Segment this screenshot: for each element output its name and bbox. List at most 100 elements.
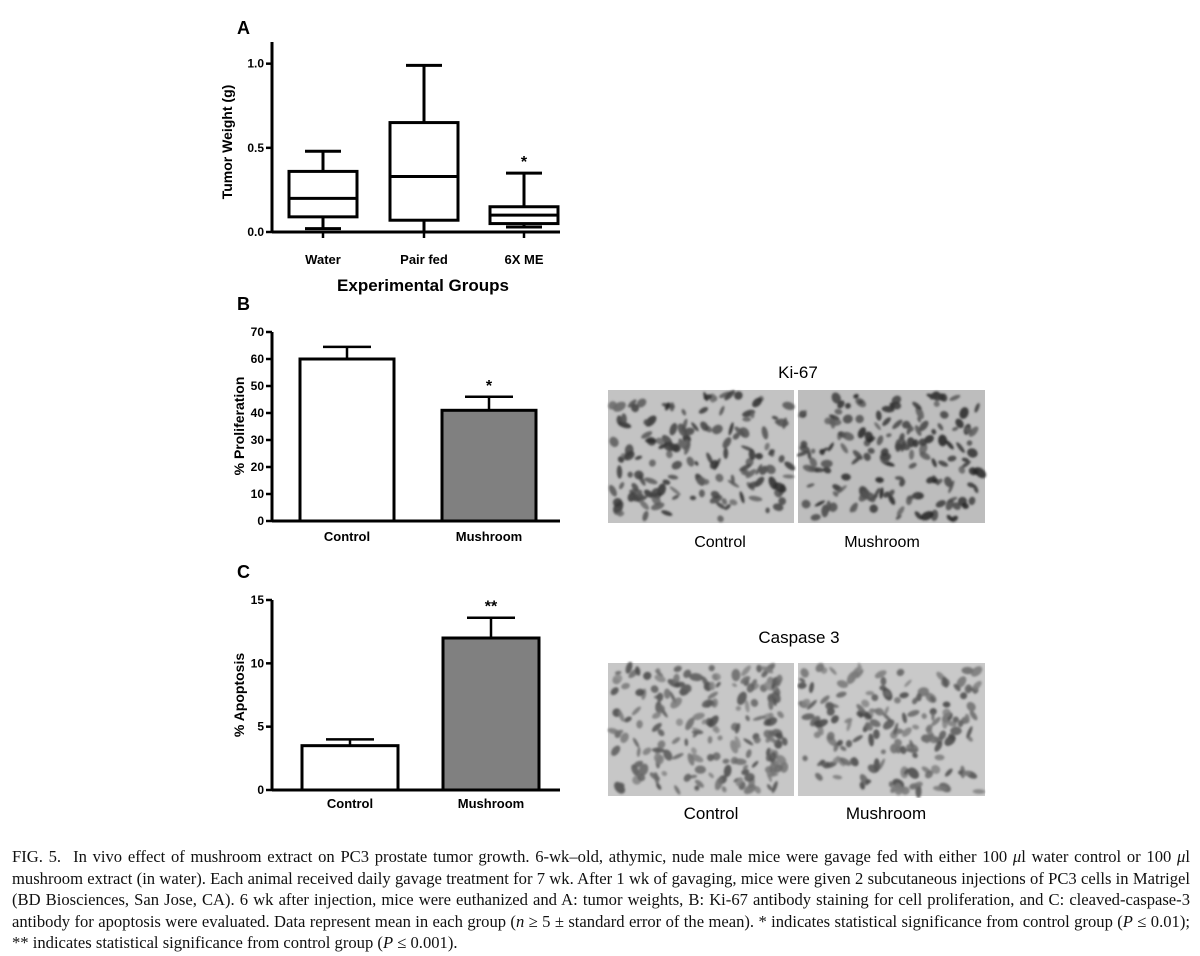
cell-nucleus [661, 770, 668, 777]
cell-nucleus [937, 423, 944, 431]
cell-nucleus [759, 465, 768, 475]
cell-nucleus [741, 769, 750, 776]
cell-nucleus [767, 773, 779, 777]
cell-nucleus [653, 753, 663, 763]
cell-nucleus [664, 402, 671, 411]
a-y-tick-label: 0.5 [247, 141, 264, 155]
cell-nucleus [701, 719, 707, 725]
cell-nucleus [925, 724, 933, 733]
cell-nucleus [834, 408, 843, 415]
cell-nucleus [753, 737, 761, 744]
cell-nucleus [840, 443, 849, 454]
cell-nucleus [714, 777, 723, 791]
cell-nucleus [741, 665, 751, 677]
cell-nucleus [617, 782, 625, 789]
cell-nucleus [632, 737, 640, 748]
cell-nucleus [802, 755, 808, 762]
cell-nucleus [825, 701, 835, 711]
cell-nucleus [810, 514, 821, 521]
cell-nucleus [764, 442, 770, 451]
cell-nucleus [871, 694, 879, 702]
cell-nucleus [621, 682, 630, 690]
cell-nucleus [683, 669, 692, 679]
cell-nucleus [876, 435, 884, 446]
cell-nucleus [900, 441, 906, 452]
cell-nucleus [754, 786, 761, 794]
cell-nucleus [926, 476, 935, 484]
cell-nucleus [761, 426, 769, 440]
cell-nucleus [643, 671, 652, 681]
cell-nucleus [760, 666, 774, 674]
cell-nucleus [652, 712, 661, 719]
cell-nucleus [745, 715, 750, 722]
cell-nucleus [627, 399, 637, 408]
c-y-tick-label: 5 [257, 720, 264, 734]
cell-nucleus [732, 432, 740, 440]
cell-nucleus [845, 740, 853, 748]
cell-nucleus [775, 732, 784, 740]
cell-nucleus [742, 417, 752, 422]
cell-nucleus [674, 681, 686, 688]
cell-nucleus [931, 764, 941, 774]
cell-nucleus [707, 735, 713, 744]
cell-nucleus [964, 713, 970, 724]
significance-marker: * [521, 154, 528, 171]
cell-nucleus [766, 784, 773, 791]
cell-nucleus [800, 440, 808, 448]
cell-nucleus [921, 713, 927, 719]
cell-nucleus [736, 691, 747, 706]
cell-nucleus [709, 459, 719, 470]
cell-nucleus [768, 697, 774, 711]
cell-nucleus [919, 452, 931, 460]
cell-nucleus [880, 749, 886, 755]
cell-nucleus [674, 785, 681, 795]
cell-nucleus [670, 697, 682, 709]
cell-nucleus [957, 720, 964, 728]
cell-nucleus [691, 730, 704, 735]
cell-nucleus [969, 710, 978, 721]
cell-nucleus [633, 760, 643, 768]
bar [300, 744, 400, 792]
cell-nucleus [712, 725, 719, 732]
caption-text: ≥ 5 ± standard error of the mean). * ind… [524, 911, 1123, 931]
cell-nucleus [908, 462, 917, 469]
cell-nucleus [938, 730, 947, 740]
cell-nucleus [671, 460, 683, 470]
cell-nucleus [934, 741, 943, 752]
cell-nucleus [950, 726, 962, 736]
cell-nucleus [865, 779, 872, 784]
cell-nucleus [637, 774, 646, 782]
cell-nucleus [933, 401, 940, 407]
cell-nucleus [742, 764, 749, 770]
cell-nucleus [710, 490, 720, 499]
caption-figure-number: FIG. 5. [12, 847, 62, 866]
bar [440, 408, 538, 523]
cell-nucleus [855, 414, 864, 424]
b-y-tick-label: 60 [251, 352, 265, 366]
cell-nucleus [744, 700, 750, 713]
cell-nucleus [706, 753, 715, 762]
cell-nucleus [826, 731, 835, 741]
cell-nucleus [689, 673, 703, 682]
cell-nucleus [655, 704, 665, 714]
cell-nucleus [768, 730, 776, 737]
significance-marker: * [486, 378, 493, 395]
cell-nucleus [722, 758, 730, 764]
cell-nucleus [689, 495, 697, 501]
cell-nucleus [743, 784, 756, 795]
cell-nucleus [696, 477, 706, 485]
cell-nucleus [723, 447, 729, 460]
cell-nucleus [934, 754, 945, 761]
cell-nucleus [642, 510, 649, 522]
cell-nucleus [684, 441, 691, 455]
cell-nucleus [823, 761, 838, 769]
cell-nucleus [771, 781, 778, 793]
cell-nucleus [865, 721, 873, 731]
cell-nucleus [863, 452, 871, 461]
cell-nucleus [608, 484, 617, 497]
cell-nucleus [890, 743, 898, 754]
cell-nucleus [965, 427, 973, 434]
cell-nucleus [752, 715, 766, 721]
cell-nucleus [634, 470, 644, 480]
cell-nucleus [750, 698, 759, 707]
